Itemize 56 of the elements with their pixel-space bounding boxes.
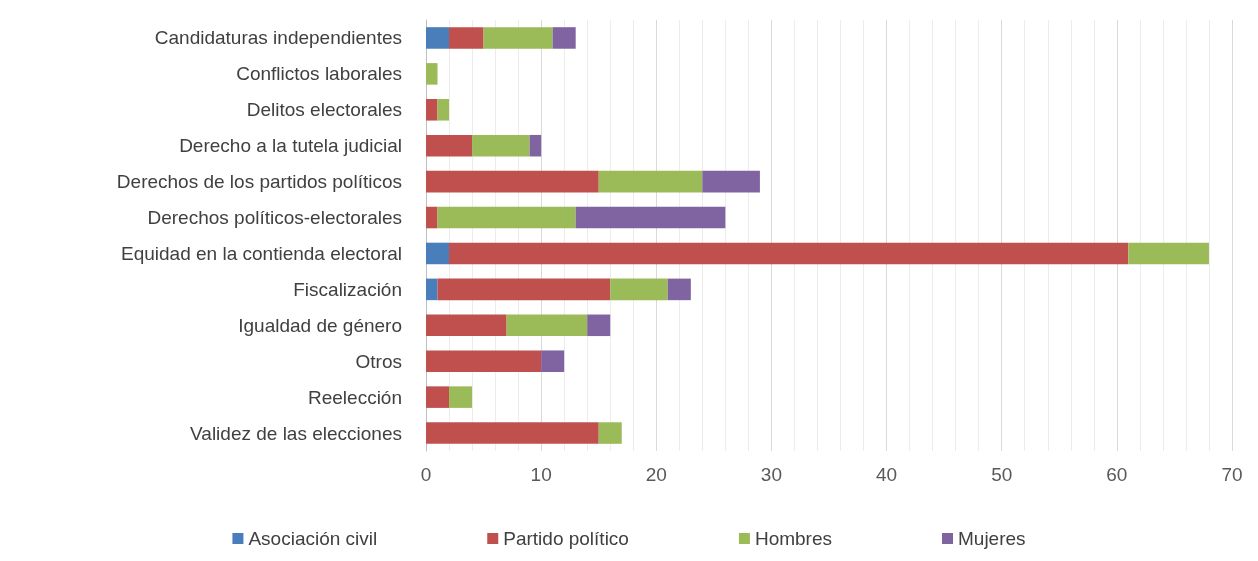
x-tick-label: 0 <box>420 464 432 485</box>
bar <box>426 386 450 408</box>
bar <box>426 314 507 337</box>
y-tick-label: Derecho a la tutela judicial <box>179 135 402 157</box>
y-tick-label: Igualdad de género <box>238 314 402 336</box>
bar <box>426 278 438 301</box>
x-tick-label: 20 <box>645 464 667 485</box>
bar <box>426 27 450 49</box>
bar <box>702 170 760 193</box>
bar <box>426 350 542 372</box>
x-tick-label: 60 <box>1106 464 1128 485</box>
y-tick-label: Otros <box>355 350 402 372</box>
x-tick-label: 70 <box>1221 464 1243 485</box>
bar <box>472 134 530 157</box>
y-tick-label: Fiscalización <box>293 278 402 300</box>
y-tick-label: Derechos políticos-electorales <box>147 207 402 229</box>
bar <box>610 278 668 301</box>
bar <box>449 386 473 408</box>
y-tick-label: Derechos de los partidos políticos <box>116 171 402 193</box>
bar <box>587 314 611 337</box>
bar <box>426 63 438 85</box>
x-tick-label: 50 <box>991 464 1013 485</box>
x-tick-label: 10 <box>530 464 552 485</box>
bar <box>449 242 1129 265</box>
legend-label: Mujeres <box>958 528 1026 549</box>
legend-label: Hombres <box>754 528 832 549</box>
bar <box>426 134 473 157</box>
bar <box>529 134 542 157</box>
y-tick-label: Conflictos laborales <box>236 63 402 85</box>
y-tick-label: Reelección <box>308 386 402 408</box>
y-tick-label: Validez de las elecciones <box>190 422 402 444</box>
y-tick-label: Candidaturas independientes <box>154 27 402 49</box>
legend-label: Asociación civil <box>248 528 378 549</box>
bar <box>552 27 576 49</box>
bar <box>1128 242 1209 265</box>
legend-label: Partido político <box>503 528 629 549</box>
bar <box>483 27 553 49</box>
bar <box>449 27 484 49</box>
x-tick-label: 40 <box>876 464 898 485</box>
bar <box>437 278 611 301</box>
x-tick-label: 30 <box>760 464 782 485</box>
bar <box>667 278 691 301</box>
bar <box>426 242 450 265</box>
bar <box>426 170 599 193</box>
y-tick-label: Equidad en la contienda electoral <box>121 242 402 264</box>
bar <box>541 350 565 372</box>
bar <box>575 206 726 229</box>
bar <box>598 422 622 444</box>
bar <box>426 422 599 444</box>
bar <box>437 99 450 121</box>
bar <box>506 314 588 337</box>
bar <box>426 99 438 121</box>
bar <box>426 206 438 229</box>
bar <box>437 206 576 229</box>
y-tick-label: Delitos electorales <box>246 99 402 121</box>
bar <box>598 170 703 193</box>
